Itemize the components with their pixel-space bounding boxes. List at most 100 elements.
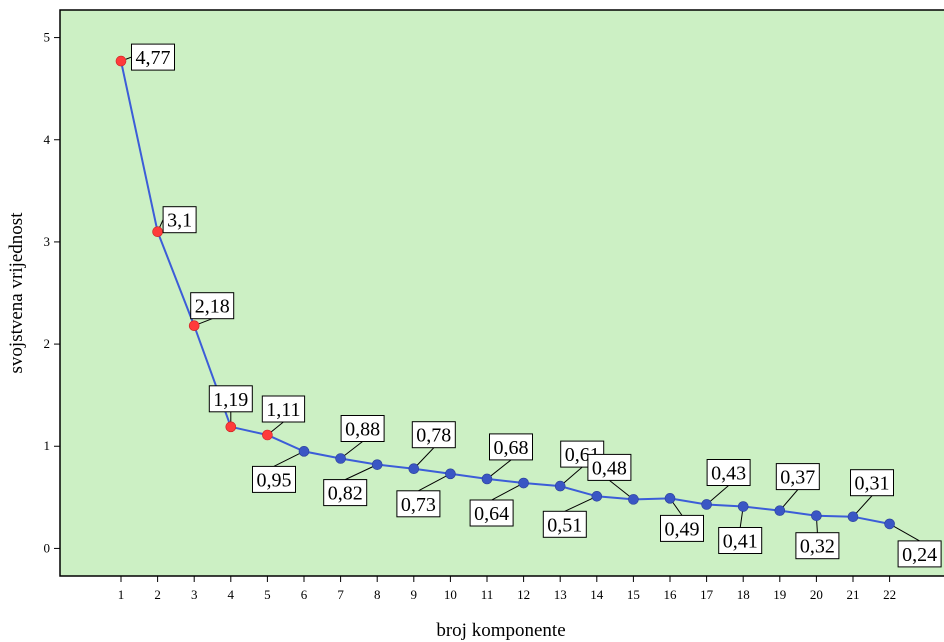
data-label-box <box>131 43 175 71</box>
data-label-text: 0,37 <box>780 467 815 489</box>
data-label-text: 0,82 <box>328 483 363 505</box>
data-label-box <box>489 433 533 461</box>
x-tick-label: 16 <box>664 587 678 602</box>
x-tick-label: 20 <box>810 587 823 602</box>
x-tick-label: 11 <box>481 587 494 602</box>
data-label-box <box>162 206 197 234</box>
data-label-text: 0,95 <box>257 469 292 491</box>
data-label-text: 0,48 <box>592 457 627 479</box>
data-label-box <box>208 385 253 413</box>
data-point <box>811 510 822 522</box>
data-label: 2,18 <box>190 292 235 320</box>
data-label-text: 0,64 <box>474 503 509 525</box>
x-tick-label: 3 <box>191 587 198 602</box>
data-point <box>554 480 566 492</box>
data-label-box <box>795 532 840 560</box>
data-label-box <box>469 499 514 527</box>
data-label-text: 0,88 <box>345 419 380 441</box>
x-tick-label: 21 <box>847 587 860 602</box>
y-axis: 0 1 2 3 4 5 <box>44 30 60 555</box>
data-label-text: 1,11 <box>266 399 300 421</box>
data-label-box <box>190 292 235 320</box>
data-label-box <box>850 469 894 497</box>
data-label-text: 0,49 <box>665 518 700 540</box>
data-label-text: 2,18 <box>195 296 230 318</box>
data-label: 0,48 <box>587 453 632 481</box>
data-label: 0,41 <box>718 527 763 554</box>
data-label-text: 0,32 <box>800 536 835 558</box>
data-label-box <box>897 540 942 568</box>
data-point <box>701 499 712 510</box>
data-label: 0,68 <box>489 433 533 461</box>
data-label-text: 0,31 <box>855 473 890 495</box>
x-tick-label: 10 <box>444 587 457 602</box>
y-tick-label: 1 <box>44 438 51 453</box>
data-point <box>371 459 383 470</box>
data-point <box>774 505 786 516</box>
x-tick-label: 9 <box>411 587 418 602</box>
x-axis: 1 2 3 4 5 6 7 8 9 10 11 12 13 14 15 16 17 18 19 20 21 22 <box>118 576 896 602</box>
x-tick-label: 4 <box>228 587 235 602</box>
data-point <box>628 494 639 505</box>
x-tick-label: 12 <box>517 587 530 602</box>
data-label: 0,24 <box>897 540 942 568</box>
data-label-box <box>411 421 456 449</box>
data-label: 3,1 <box>162 206 197 234</box>
data-label: 1,11 <box>261 395 306 423</box>
x-tick-label: 7 <box>337 587 344 602</box>
x-tick-label: 17 <box>700 587 714 602</box>
data-point <box>115 55 127 67</box>
data-label-connector <box>889 523 920 542</box>
data-point <box>481 473 493 485</box>
x-tick-label: 8 <box>374 587 381 602</box>
data-label-connector <box>418 473 451 492</box>
data-label: 1,19 <box>208 385 253 413</box>
eigenvalue-line <box>120 60 890 525</box>
data-point <box>737 501 749 512</box>
y-tick-label: 0 <box>44 540 51 555</box>
y-tick-label: 2 <box>44 336 51 351</box>
data-label: 4,77 <box>131 43 175 71</box>
data-point <box>225 421 237 433</box>
data-label: 0,78 <box>411 421 456 449</box>
data-label-text: 3,1 <box>167 210 192 232</box>
data-label-box <box>252 465 296 493</box>
data-point <box>335 453 346 464</box>
data-label: 0,49 <box>660 514 704 542</box>
data-label: 0,31 <box>850 469 894 497</box>
x-tick-label: 19 <box>773 587 786 602</box>
x-tick-label: 2 <box>154 587 161 602</box>
data-label-box <box>775 463 820 491</box>
data-point <box>884 518 895 530</box>
data-label-text: 0,78 <box>416 425 451 447</box>
x-tick-label: 13 <box>554 587 567 602</box>
x-tick-label: 18 <box>737 587 750 602</box>
data-label-box <box>718 527 763 554</box>
x-tick-label: 14 <box>590 587 604 602</box>
data-label: 0,51 <box>542 510 587 538</box>
x-axis-title: broj komponente <box>436 620 565 641</box>
data-label-connector <box>564 495 598 512</box>
data-label: 0,82 <box>323 479 368 507</box>
axis-titles: broj komponente svojstvena vrijednost <box>6 212 566 641</box>
y-tick-label: 3 <box>44 234 51 249</box>
data-label-connector <box>273 450 305 467</box>
data-label-box <box>261 395 306 423</box>
data-point <box>664 493 676 504</box>
data-label-box <box>323 479 368 507</box>
data-label-text: 0,24 <box>902 544 937 566</box>
data-label-text: 0,68 <box>494 437 529 459</box>
y-tick-label: 4 <box>44 132 51 147</box>
data-label-box <box>660 514 704 542</box>
y-tick-label: 5 <box>44 30 51 45</box>
data-label-text: 4,77 <box>136 47 171 69</box>
data-label: 0,43 <box>706 459 751 486</box>
data-label-connector <box>491 482 524 501</box>
data-label-box <box>587 453 632 481</box>
data-label-box <box>340 415 385 442</box>
data-point <box>262 429 273 441</box>
data-label: 0,37 <box>775 463 820 491</box>
data-point <box>188 320 200 331</box>
data-point <box>445 468 456 480</box>
